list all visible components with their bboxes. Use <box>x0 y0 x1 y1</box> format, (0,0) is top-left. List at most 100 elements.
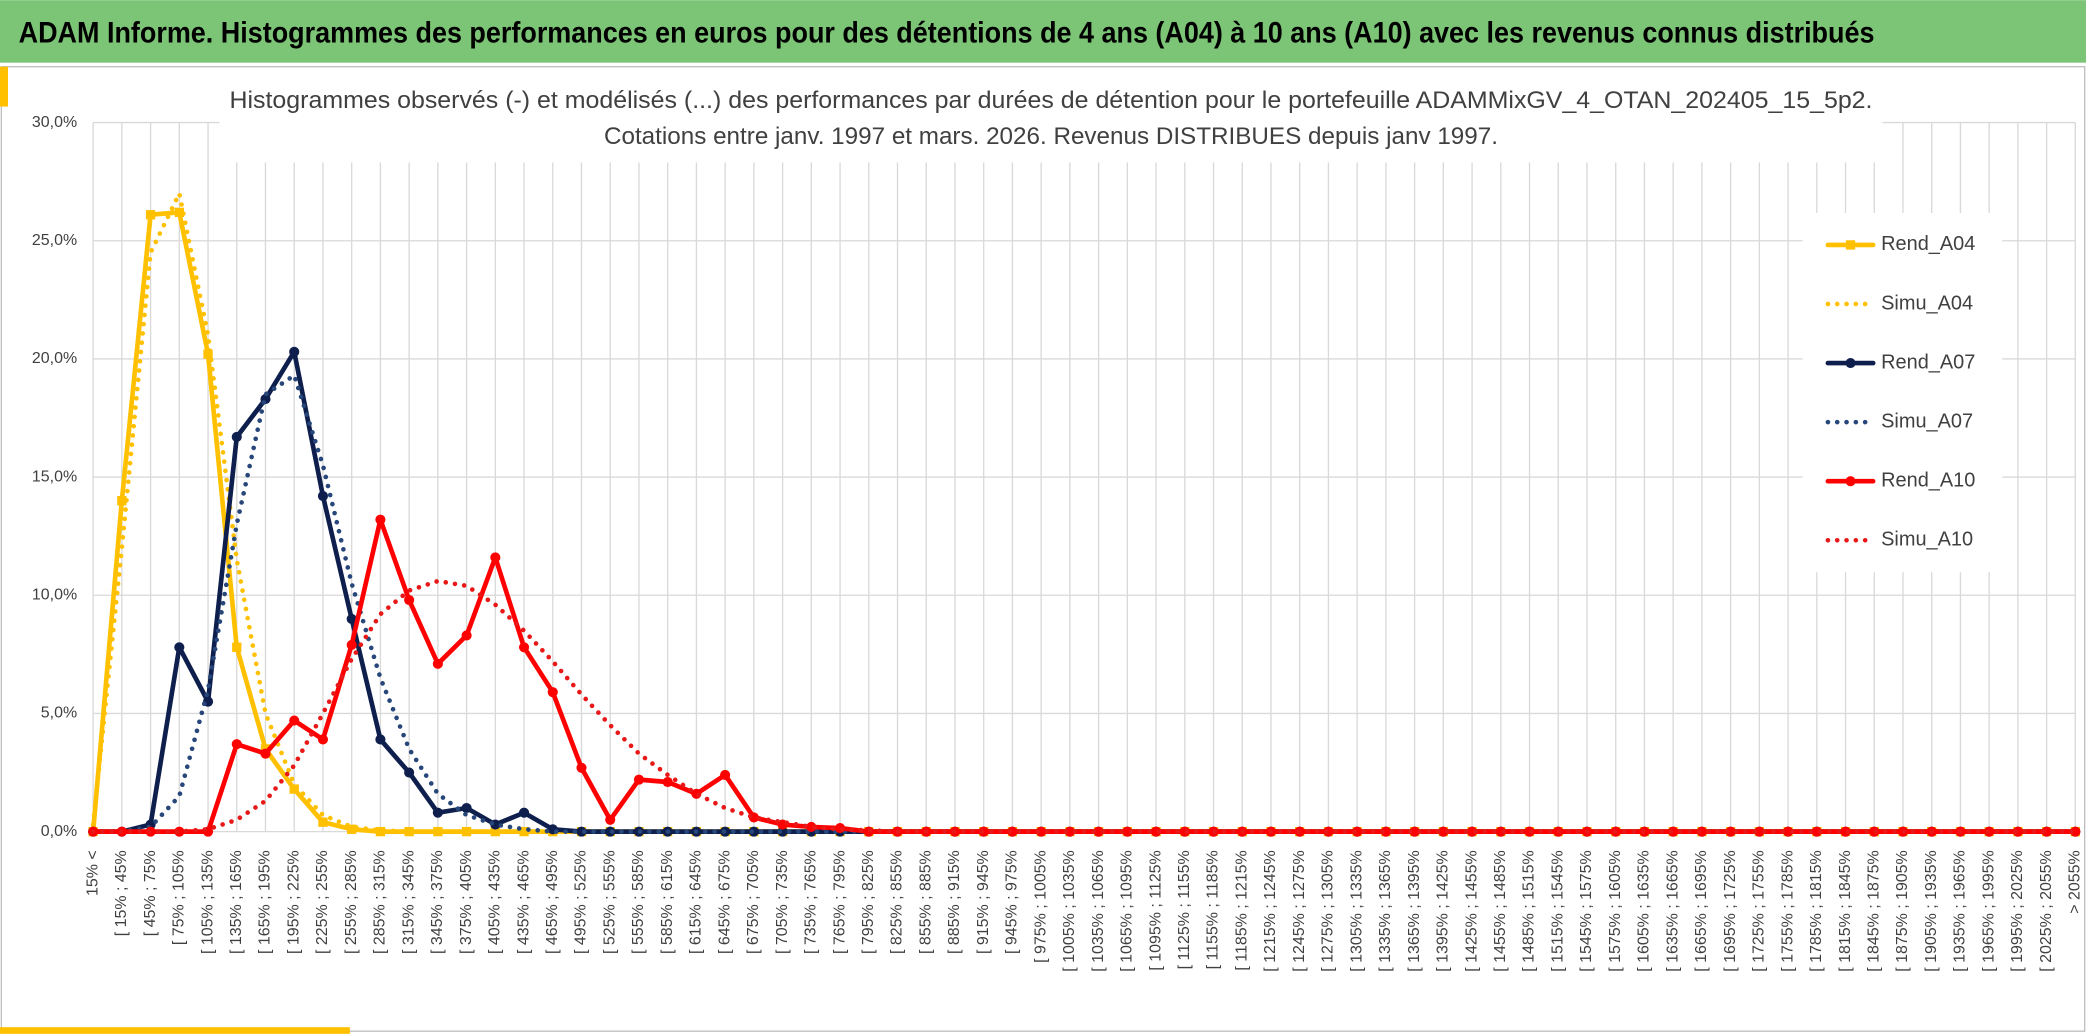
legend-label: Rend_A10 <box>1881 469 1975 491</box>
marker <box>203 349 213 359</box>
x-tick-label: [ 1935% ; 1965% <box>1952 850 1969 972</box>
marker <box>547 687 558 698</box>
marker <box>289 784 299 794</box>
x-tick-label: [ 975% ; 1005% <box>1032 850 1049 963</box>
chart-subtitle: Cotations entre janv. 1997 et mars. 2026… <box>604 123 1498 150</box>
x-tick-label: [ 615% ; 645% <box>688 850 705 954</box>
x-tick-label: [ 1605% ; 1635% <box>1636 850 1653 972</box>
x-tick-label: [ 465% ; 495% <box>544 850 561 954</box>
x-tick-label: [ 585% ; 615% <box>659 850 676 954</box>
marker <box>461 630 472 641</box>
marker <box>375 826 386 837</box>
y-tick-label: 20,0% <box>32 350 77 367</box>
x-tick-label: [ 1335% ; 1365% <box>1377 850 1394 972</box>
x-tick-label: [ 1815% ; 1845% <box>1837 850 1854 972</box>
legend-marker <box>1845 240 1856 250</box>
marker <box>404 594 415 606</box>
x-tick-label: [ 1155% ; 1185% <box>1205 850 1222 969</box>
x-tick-label: [ 255% ; 285% <box>343 850 360 954</box>
header-bar <box>0 0 2086 63</box>
marker <box>260 748 271 759</box>
marker <box>1380 826 1391 837</box>
marker <box>232 642 242 652</box>
x-tick-label: [ 1395% ; 1425% <box>1435 850 1452 972</box>
marker <box>1725 826 1736 837</box>
marker <box>1467 826 1478 837</box>
marker <box>2041 826 2052 837</box>
marker <box>1783 826 1794 837</box>
x-tick-label: [ 105% ; 135% <box>199 850 216 954</box>
x-tick-label: [ 165% ; 195% <box>257 850 274 954</box>
marker <box>1007 826 1018 837</box>
legend-marker <box>1845 476 1856 487</box>
chart-title: Histogrammes observés (-) et modélisés (… <box>229 87 1872 114</box>
x-tick-label: [ 1485% ; 1515% <box>1521 850 1538 972</box>
x-tick-label: [ 1125% ; 1155% <box>1176 850 1193 969</box>
marker <box>231 739 242 750</box>
x-tick-label: [ 1005% ; 1035% <box>1061 850 1078 972</box>
marker <box>174 207 184 218</box>
x-tick-label: [ 1455% ; 1485% <box>1492 850 1509 972</box>
x-tick-label: [ 1545% ; 1575% <box>1578 850 1595 972</box>
marker <box>1696 826 1707 837</box>
marker <box>1064 826 1075 837</box>
x-tick-label: [ 1695% ; 1725% <box>1722 850 1739 972</box>
x-tick-label: [ 1185% ; 1215% <box>1233 850 1250 970</box>
marker <box>605 814 616 825</box>
marker <box>1122 826 1133 837</box>
marker <box>289 715 300 726</box>
y-tick-label: 5,0% <box>41 705 77 722</box>
x-tick-label: [ 645% ; 675% <box>716 850 733 954</box>
x-tick-label: [ 345% ; 375% <box>429 850 446 954</box>
x-tick-label: [ 1845% ; 1875% <box>1865 850 1882 972</box>
x-tick-label: [ 705% ; 735% <box>774 850 791 954</box>
marker <box>777 826 788 837</box>
x-tick-label: [ 945% ; 975% <box>1004 850 1021 954</box>
x-tick-label: [ 1875% ; 1905% <box>1894 850 1911 972</box>
corner-accent <box>0 66 8 107</box>
x-tick-label: [ 1275% ; 1305% <box>1320 850 1337 972</box>
chart-border <box>0 66 2086 1032</box>
model-line <box>90 578 2078 834</box>
marker <box>432 658 443 669</box>
legend-label: Simu_A04 <box>1881 292 1973 314</box>
marker <box>289 346 300 357</box>
marker <box>2070 826 2081 837</box>
x-tick-label: [ 1515% ; 1545% <box>1549 850 1566 972</box>
legend-label: Rend_A07 <box>1881 351 1975 373</box>
x-tick-label: > 2055% <box>2067 850 2084 913</box>
marker <box>318 817 328 827</box>
x-tick-label: [ 795% ; 825% <box>860 850 877 954</box>
x-tick-label: [ 1965% ; 1995% <box>1980 850 1997 972</box>
x-tick-label: [ 2025% ; 2055% <box>2038 850 2055 972</box>
legend-label: Rend_A04 <box>1881 233 1975 255</box>
legend-label: Simu_A10 <box>1881 529 1973 551</box>
x-tick-label: [ 405% ; 435% <box>487 850 504 954</box>
plot-area <box>88 191 2081 837</box>
x-tick-label: [ 1095% ; 1125% <box>1147 850 1164 970</box>
x-tick-label: [ 765% ; 795% <box>831 850 848 954</box>
title-background <box>219 85 1883 163</box>
marker <box>1495 826 1506 837</box>
marker <box>518 807 530 818</box>
marker <box>1811 826 1822 837</box>
marker <box>404 826 414 837</box>
marker <box>346 613 357 624</box>
marker <box>432 807 443 818</box>
x-tick-label: [ 225% ; 255% <box>314 850 331 954</box>
marker <box>174 642 185 653</box>
x-tick-label: [ 135% ; 165% <box>228 850 245 954</box>
x-tick-label: [ 1245% ; 1275% <box>1291 850 1308 972</box>
x-tick-label: [ 495% ; 525% <box>573 850 590 954</box>
marker <box>1151 826 1162 837</box>
marker <box>404 767 415 778</box>
x-tick-label: [ 45% ; 75% <box>142 850 159 936</box>
x-tick-label: [ 1755% ; 1785% <box>1779 850 1796 972</box>
marker <box>576 762 587 773</box>
marker <box>375 734 386 745</box>
marker <box>461 802 472 814</box>
marker <box>1093 826 1104 837</box>
